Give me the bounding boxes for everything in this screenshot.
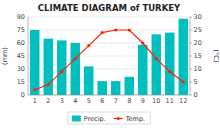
x-axis [28, 95, 190, 96]
y2-tick-label: 0 [194, 91, 198, 99]
bar [44, 39, 53, 95]
x-tick-label: 7 [114, 97, 118, 105]
bar [84, 66, 93, 95]
x-tick-label: 3 [60, 97, 64, 105]
chart: CLIMATE DIAGRAM of TURKEY015304560759005… [0, 0, 220, 134]
legend-label: Precip. [84, 115, 106, 123]
y-tick-label: 30 [17, 65, 25, 73]
legend: Precip. Temp. [68, 112, 150, 124]
x-tick-label: 11 [166, 97, 174, 105]
x-tick-label: 12 [179, 97, 187, 105]
bar [152, 34, 161, 95]
bar [125, 77, 134, 95]
x-tick-label: 6 [100, 97, 104, 105]
x-tick-label: 4 [73, 97, 77, 105]
x-tick-label: 10 [152, 97, 160, 105]
line [35, 30, 184, 90]
legend-swatch [72, 116, 81, 122]
y2-tick-label: 30 [194, 13, 202, 21]
y-axis-label: (mm) [1, 47, 9, 65]
legend-swatch [114, 118, 123, 119]
marker [60, 70, 63, 73]
y2-axis [190, 17, 191, 95]
bar [179, 19, 188, 95]
marker [114, 28, 117, 31]
y2-tick-label: 10 [194, 65, 202, 73]
y2-axis-label: (°C) [212, 50, 220, 63]
marker [33, 88, 36, 91]
grid-line [28, 17, 190, 18]
y-tick-label: 15 [17, 78, 25, 86]
bar [138, 45, 147, 95]
x-tick-label: 2 [46, 97, 50, 105]
y-tick-label: 75 [17, 26, 25, 34]
marker [128, 28, 131, 31]
marker [141, 41, 144, 44]
bar [111, 81, 120, 95]
x-tick-label: 8 [127, 97, 131, 105]
legend-label: Temp. [125, 115, 145, 123]
y-tick-label: 90 [17, 13, 25, 21]
bar [30, 30, 39, 95]
bar [71, 43, 80, 95]
marker [74, 57, 77, 60]
marker [87, 44, 90, 47]
legend-box [68, 112, 150, 124]
x-tick-label: 5 [87, 97, 91, 105]
y-tick-label: 0 [21, 91, 25, 99]
marker [155, 57, 158, 60]
y-axis [28, 17, 29, 95]
legend-marker [117, 117, 120, 120]
x-tick-label: 1 [33, 97, 37, 105]
marker [47, 83, 50, 86]
title: CLIMATE DIAGRAM of TURKEY [38, 3, 181, 13]
marker [101, 31, 104, 34]
y2-tick-label: 5 [194, 78, 198, 86]
grid-line [28, 30, 190, 31]
marker [168, 70, 171, 73]
y-tick-label: 60 [17, 39, 25, 47]
bar [98, 81, 107, 95]
x-tick-label: 9 [141, 97, 145, 105]
bar [165, 33, 174, 95]
y-tick-label: 45 [17, 52, 25, 60]
y2-tick-label: 20 [194, 39, 202, 47]
y2-tick-label: 25 [194, 26, 202, 34]
y2-tick-label: 15 [194, 52, 202, 60]
marker [182, 80, 185, 83]
plot-area [30, 19, 188, 95]
